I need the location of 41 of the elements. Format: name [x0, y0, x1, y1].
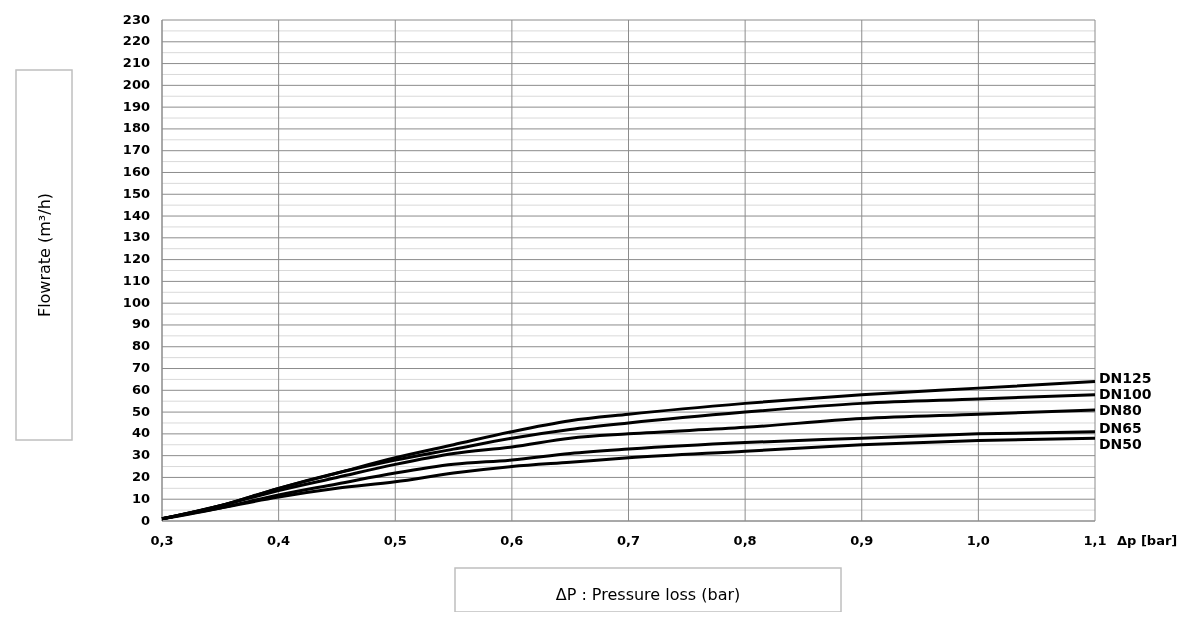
y-tick-label: 60 [131, 381, 150, 397]
y-tick-label: 80 [131, 338, 150, 354]
x-tick-label: 0,3 [150, 532, 174, 548]
y-tick-label: 100 [122, 294, 150, 310]
series-label: DN125 [1099, 369, 1152, 386]
y-tick-label: 160 [122, 163, 150, 179]
x-tick-label: 0,7 [616, 532, 641, 548]
text: Δp [bar] [1117, 532, 1178, 548]
y-tick-label: 110 [122, 272, 150, 288]
x-tick-label: 1,0 [966, 532, 990, 548]
x-tick-label: 0,4 [267, 532, 291, 548]
x-tick-label: 1,1 [1083, 532, 1107, 548]
y-tick-label: 70 [131, 360, 150, 376]
y-tick-label: 150 [122, 185, 150, 201]
series-label: DN65 [1099, 419, 1142, 436]
y-tick-label: 140 [122, 207, 150, 223]
y-tick-label: 10 [131, 490, 150, 506]
y-tick-label: 50 [131, 403, 150, 419]
y-tick-label: 0 [140, 512, 150, 528]
y-tick-label: 190 [122, 98, 150, 114]
y-axis-title: Flowrate (m³/h) [35, 192, 54, 318]
x-axis-title: ΔP : Pressure loss (bar) [555, 585, 741, 604]
series-label: DN80 [1099, 401, 1143, 418]
y-tick-label: 210 [122, 55, 150, 71]
y-tick-label: 130 [122, 229, 150, 245]
y-tick-label: 120 [122, 251, 150, 267]
x-tick-label: 0,5 [383, 532, 407, 548]
y-tick-label: 230 [122, 11, 150, 27]
y-tick-label: 20 [131, 468, 150, 484]
x-tick-label: 0,8 [733, 532, 757, 548]
y-tick-label: 200 [122, 76, 150, 92]
series-label: DN100 [1099, 385, 1152, 402]
y-tick-label: 90 [131, 316, 150, 332]
y-tick-label: 220 [122, 33, 150, 49]
x-tick-label: 0,6 [500, 532, 524, 548]
series-label: DN50 [1099, 435, 1143, 452]
x-tick-label: 0,9 [850, 532, 874, 548]
y-tick-label: 40 [131, 425, 150, 441]
y-tick-label: 30 [131, 447, 150, 463]
y-tick-label: 170 [122, 142, 150, 158]
y-tick-label: 180 [122, 120, 150, 136]
